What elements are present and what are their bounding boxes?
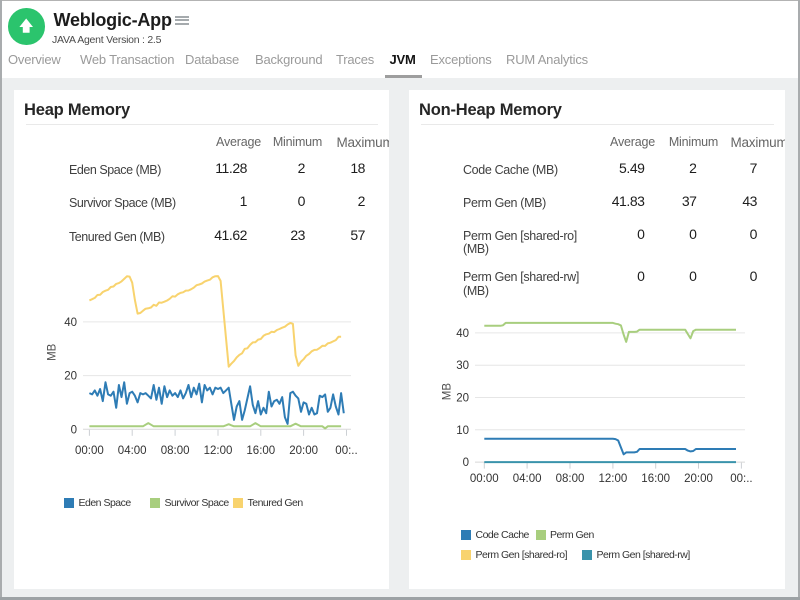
svg-text:16:00: 16:00 (246, 445, 275, 457)
svg-text:04:00: 04:00 (118, 445, 147, 457)
svg-text:0: 0 (463, 457, 469, 469)
svg-text:12:00: 12:00 (204, 445, 233, 457)
svg-text:10: 10 (456, 425, 469, 437)
svg-text:04:00: 04:00 (513, 473, 542, 485)
svg-text:30: 30 (456, 360, 469, 372)
svg-text:MB: MB (47, 343, 59, 361)
svg-text:00:..: 00:.. (335, 445, 357, 457)
svg-text:08:00: 08:00 (556, 473, 585, 485)
svg-text:40: 40 (456, 328, 469, 340)
svg-text:20:00: 20:00 (289, 445, 318, 457)
svg-text:00:00: 00:00 (470, 473, 499, 485)
svg-text:40: 40 (64, 317, 77, 329)
svg-text:20: 20 (64, 371, 77, 383)
svg-text:16:00: 16:00 (641, 473, 670, 485)
svg-text:00:..: 00:.. (730, 473, 752, 485)
svg-text:08:00: 08:00 (161, 445, 190, 457)
svg-text:20:00: 20:00 (684, 473, 713, 485)
svg-text:0: 0 (71, 424, 77, 436)
svg-text:MB: MB (442, 383, 454, 401)
svg-text:12:00: 12:00 (599, 473, 628, 485)
svg-text:00:00: 00:00 (75, 445, 104, 457)
svg-text:20: 20 (456, 393, 469, 405)
